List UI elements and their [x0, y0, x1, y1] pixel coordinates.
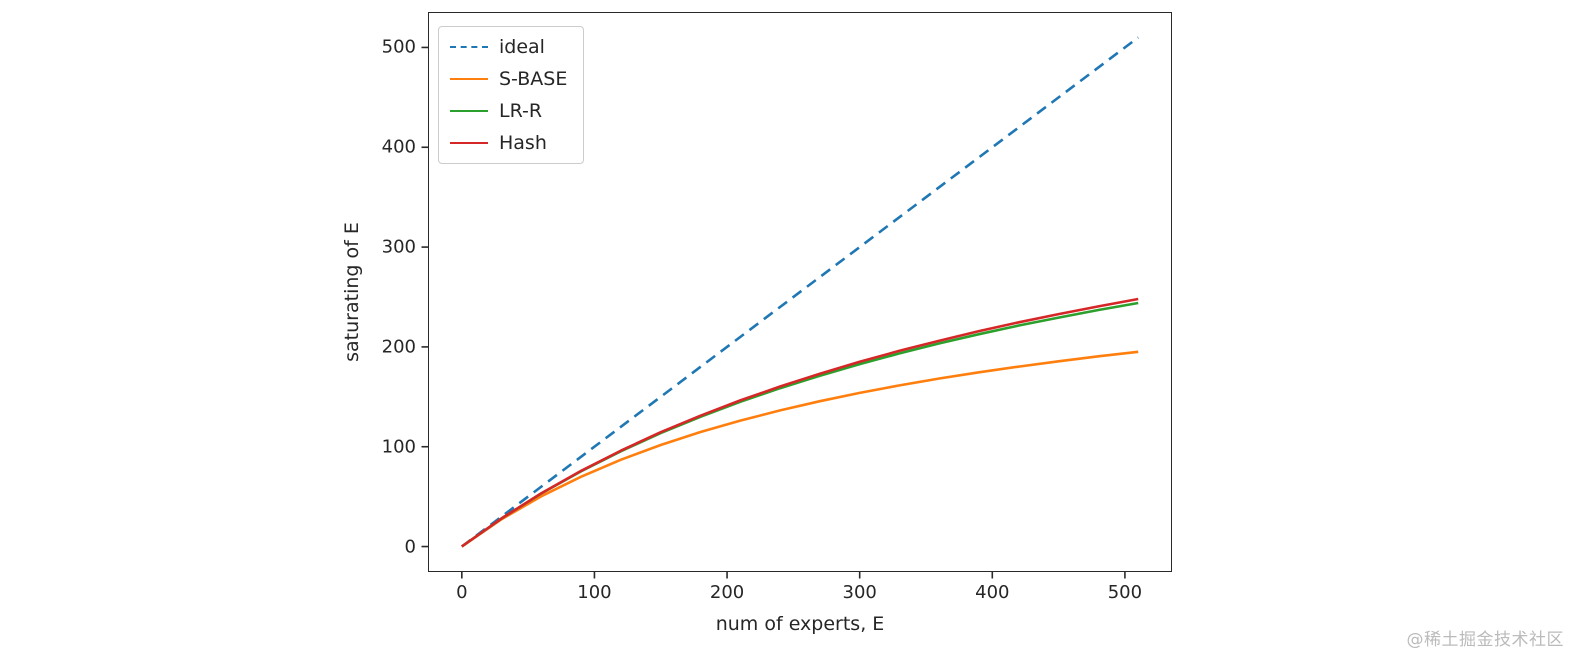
y-tick-label: 400 [381, 136, 416, 158]
legend-line-sample-sbase [450, 78, 488, 80]
legend: ideal S-BASE LR-R Hash [438, 26, 585, 164]
y-tick-label: 0 [404, 536, 416, 558]
legend-item-hash: Hash [450, 132, 567, 154]
y-tick-label: 100 [381, 436, 416, 458]
x-axis-label: num of experts, E [715, 613, 885, 635]
x-tick-label: 500 [1107, 582, 1143, 603]
watermark: @稀土掘金技术社区 [1406, 630, 1564, 650]
x-tick-label: 100 [577, 582, 612, 603]
y-tick-label: 200 [381, 336, 416, 358]
legend-item-ideal: ideal [450, 36, 567, 58]
legend-line-sample-hash [450, 142, 488, 144]
x-tick-label: 0 [456, 582, 468, 603]
legend-line-sample-ideal [450, 46, 488, 48]
x-tick-label: 300 [842, 582, 877, 603]
legend-label-ideal: ideal [499, 36, 545, 58]
y-tick-label: 500 [381, 36, 416, 58]
legend-label-lrr: LR-R [499, 100, 543, 122]
legend-item-lrr: LR-R [450, 100, 567, 122]
legend-label-sbase: S-BASE [499, 68, 568, 90]
legend-line-sample-lrr [450, 110, 488, 112]
x-tick-label: 200 [709, 582, 745, 603]
legend-item-sbase: S-BASE [450, 68, 567, 90]
legend-label-hash: Hash [499, 132, 547, 154]
x-tick-label: 400 [975, 582, 1010, 603]
y-tick-label: 300 [381, 236, 416, 258]
